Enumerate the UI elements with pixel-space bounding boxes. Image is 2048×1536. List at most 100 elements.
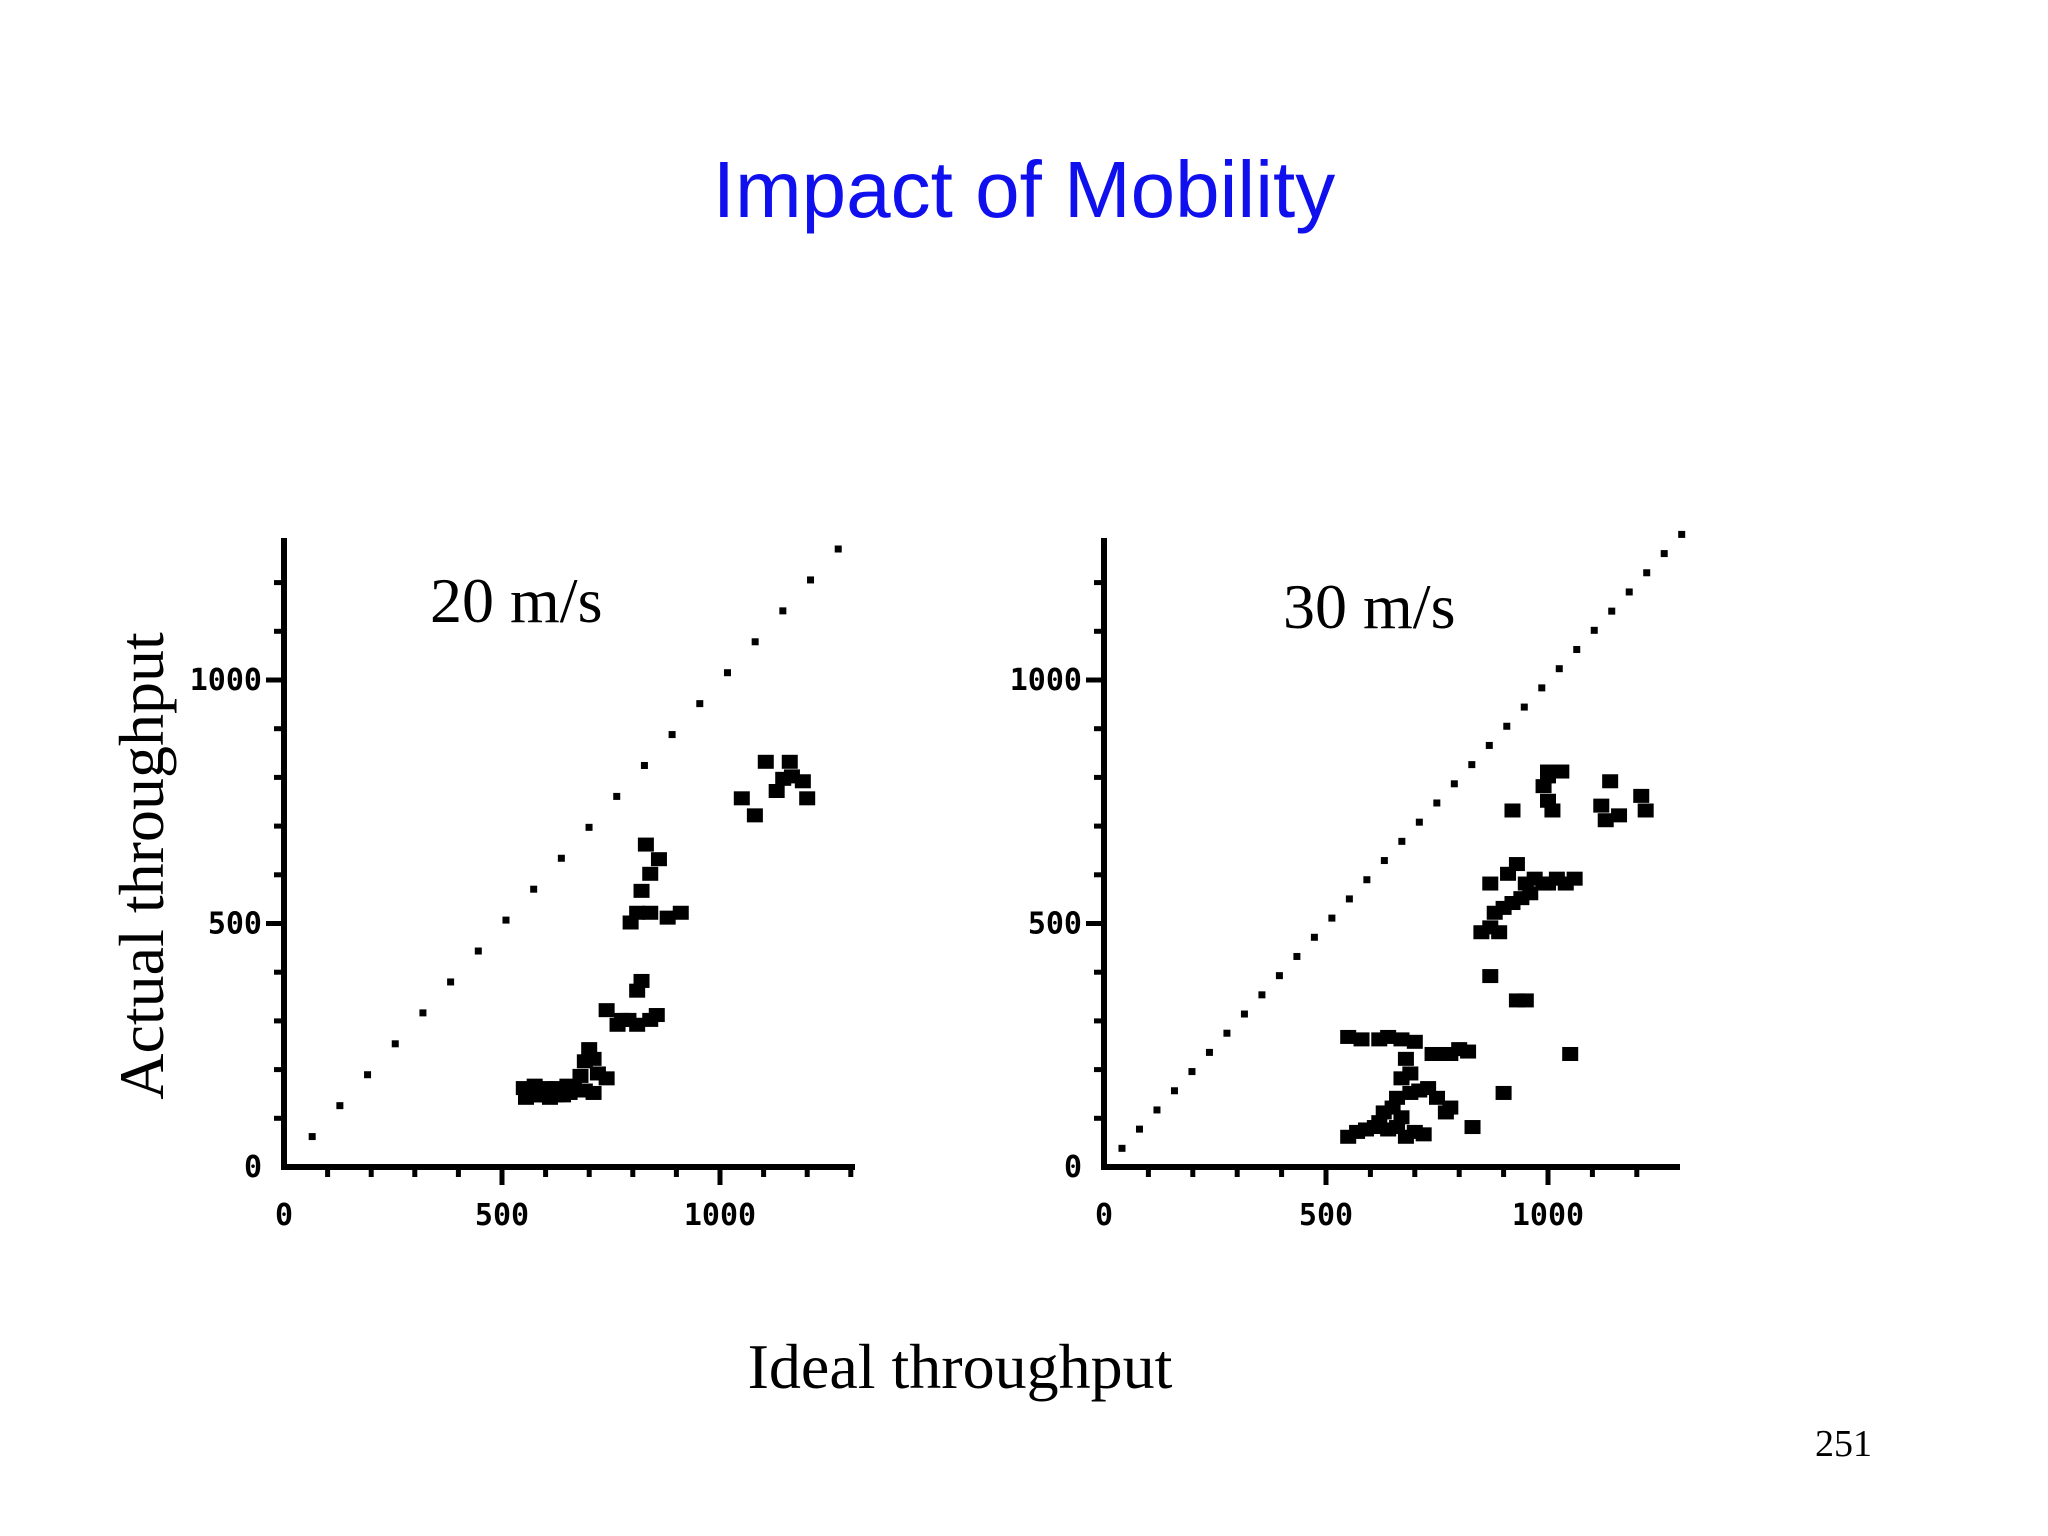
data-point: [1553, 764, 1570, 779]
reference-point: [779, 607, 787, 615]
reference-point: [474, 947, 482, 955]
reference-point: [1258, 991, 1266, 999]
reference-point: [834, 545, 842, 553]
reference-point: [308, 1133, 316, 1141]
data-point: [629, 1017, 646, 1032]
data-point: [1482, 969, 1499, 984]
data-point: [1406, 1034, 1423, 1049]
reference-point: [1573, 646, 1581, 654]
data-point: [572, 1068, 589, 1083]
y-tick-label: 500: [208, 907, 262, 942]
data-point: [1611, 808, 1628, 823]
data-point: [637, 837, 654, 852]
slide-title: Impact of Mobility: [712, 145, 1336, 234]
data-point: [1566, 871, 1583, 886]
data-point: [1340, 1029, 1357, 1044]
reference-point: [1380, 857, 1388, 865]
data-point: [1597, 813, 1614, 828]
reference-point: [530, 885, 538, 893]
data-point: [672, 905, 689, 920]
data-point: [1517, 993, 1534, 1008]
x-tick-label: 0: [1095, 1198, 1113, 1233]
reference-point: [1415, 818, 1423, 826]
reference-point: [1135, 1125, 1143, 1133]
reference-point: [613, 792, 621, 800]
data-point: [1393, 1110, 1410, 1125]
reference-point: [1153, 1106, 1161, 1114]
data-point: [650, 852, 667, 867]
data-point: [598, 1071, 615, 1086]
data-point: [1389, 1090, 1406, 1105]
reference-point: [1660, 550, 1668, 558]
data-point: [1460, 1044, 1477, 1059]
x-tick-label: 0: [275, 1198, 293, 1233]
data-point: [1540, 764, 1556, 779]
data-point: [659, 910, 676, 925]
data-point: [799, 791, 816, 806]
data-point: [768, 784, 785, 799]
reference-point: [502, 916, 510, 924]
data-point: [1526, 871, 1543, 886]
data-point: [1562, 1046, 1579, 1061]
reference-point: [1293, 952, 1301, 960]
data-point: [585, 1085, 602, 1100]
reference-point: [640, 761, 648, 769]
y-tick-label: 1000: [190, 663, 262, 698]
reference-point: [1503, 722, 1511, 730]
reference-point: [1643, 569, 1651, 577]
reference-point: [1555, 665, 1563, 673]
reference-point: [723, 669, 731, 677]
reference-point: [1520, 703, 1528, 711]
reference-point: [1468, 761, 1476, 769]
data-point: [1415, 1127, 1432, 1142]
reference-point: [1363, 876, 1371, 884]
data-point: [1402, 1066, 1419, 1081]
reference-point: [1275, 972, 1283, 980]
reference-point: [1205, 1048, 1213, 1056]
data-point: [642, 905, 659, 920]
reference-point: [1625, 588, 1633, 596]
data-point: [794, 774, 811, 789]
reference-point: [668, 731, 676, 739]
reference-point: [1118, 1144, 1126, 1152]
page-number: 251: [1815, 1423, 1872, 1465]
reference-point: [1345, 895, 1353, 903]
reference-point: [1328, 914, 1336, 922]
reference-point: [1398, 837, 1406, 845]
data-point: [598, 1003, 615, 1018]
data-point: [1353, 1032, 1370, 1047]
y-tick-label: 1000: [1010, 663, 1082, 698]
reference-point: [336, 1102, 344, 1110]
data-point: [781, 754, 798, 769]
chart-title: 30 m/s: [1283, 571, 1455, 642]
data-point: [581, 1042, 598, 1057]
data-point: [629, 905, 646, 920]
data-point: [1464, 1120, 1481, 1135]
data-point: [757, 754, 774, 769]
reference-point: [419, 1009, 427, 1017]
x-axis-label: Ideal throughput: [747, 1331, 1173, 1402]
reference-point: [807, 576, 815, 584]
reference-point: [447, 978, 455, 986]
data-point: [648, 1008, 665, 1023]
reference-point: [1170, 1087, 1178, 1095]
reference-point: [1538, 684, 1546, 692]
data-point: [733, 791, 750, 806]
y-tick-label: 500: [1028, 907, 1082, 942]
data-point: [1397, 1051, 1414, 1066]
data-point: [1380, 1029, 1397, 1044]
x-tick-label: 1000: [1512, 1198, 1584, 1233]
reference-point: [364, 1071, 372, 1079]
reference-point: [1590, 626, 1598, 634]
data-point: [1491, 925, 1508, 940]
chart-title: 20 m/s: [430, 565, 602, 636]
reference-point: [1485, 741, 1493, 749]
data-point: [1482, 876, 1499, 891]
data-point: [1637, 803, 1654, 818]
data-point: [1593, 798, 1610, 813]
reference-point: [751, 638, 759, 646]
data-point: [1508, 857, 1525, 872]
data-point: [642, 866, 659, 881]
